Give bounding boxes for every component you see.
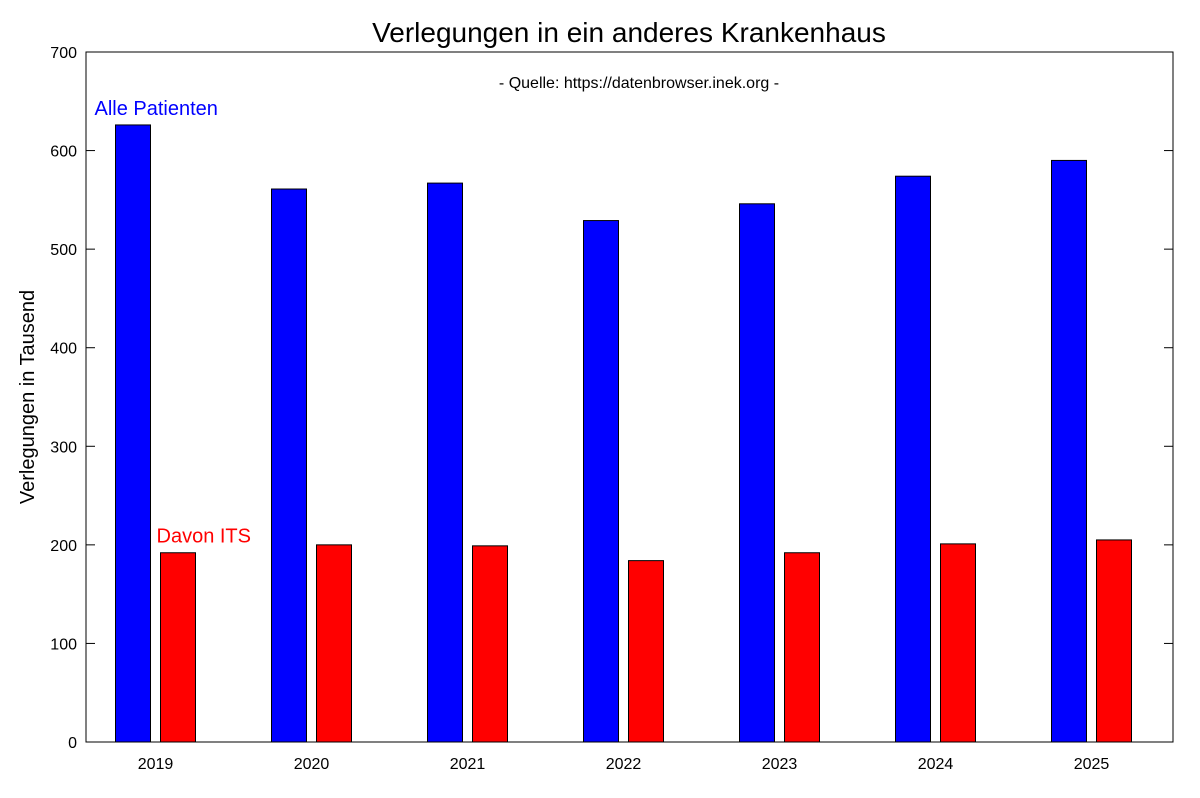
bar-alle-patienten-2025 xyxy=(1051,159,1087,743)
bar-davon-its-2022 xyxy=(628,560,664,743)
bar-alle-patienten-2021 xyxy=(427,182,463,743)
y-axis-label: Verlegungen in Tausend xyxy=(17,290,39,504)
axes-layer xyxy=(85,51,1174,743)
y-tick-label: 100 xyxy=(50,636,77,653)
series-label-alle-patienten: Alle Patienten xyxy=(95,98,218,120)
bar-davon-its-2025 xyxy=(1096,539,1132,743)
x-tick-label: 2019 xyxy=(138,756,174,773)
bar-davon-its-2019 xyxy=(160,552,196,743)
y-tick-label: 600 xyxy=(50,144,77,161)
y-tick-label: 700 xyxy=(50,45,77,62)
y-tick-label: 400 xyxy=(50,341,77,358)
x-tick-label: 2022 xyxy=(606,756,642,773)
bar-alle-patienten-2023 xyxy=(739,203,775,743)
labels-layer: 2019 2020 2021 2022 2023 2024 2025 0 100 200 300 40… xyxy=(50,45,1109,773)
y-tick-label: 300 xyxy=(50,439,77,456)
y-tick-label: 0 xyxy=(68,735,77,752)
x-tick-label: 2024 xyxy=(918,756,954,773)
y-tick-label: 500 xyxy=(50,242,77,259)
bar-alle-patienten-2020 xyxy=(271,188,307,743)
series-label-davon-its: Davon ITS xyxy=(157,526,251,548)
bar-alle-patienten-2019 xyxy=(115,124,151,743)
x-tick-label: 2020 xyxy=(294,756,330,773)
bar-davon-its-2021 xyxy=(472,545,508,743)
y-tick-label: 200 xyxy=(50,538,77,555)
bar-davon-its-2020 xyxy=(316,544,352,743)
plot-frame xyxy=(85,51,1174,743)
bar-davon-its-2024 xyxy=(940,543,976,743)
bar-davon-its-2023 xyxy=(784,552,820,743)
chart-title: Verlegungen in ein anderes Krankenhaus xyxy=(372,17,886,48)
x-tick-label: 2021 xyxy=(450,756,486,773)
chart-subtitle: - Quelle: https://datenbrowser.inek.org … xyxy=(499,75,779,92)
bar-alle-patienten-2022 xyxy=(583,220,619,743)
x-tick-label: 2025 xyxy=(1074,756,1110,773)
x-tick-label: 2023 xyxy=(762,756,798,773)
bar-alle-patienten-2024 xyxy=(895,175,931,743)
bars-layer xyxy=(115,124,1132,743)
